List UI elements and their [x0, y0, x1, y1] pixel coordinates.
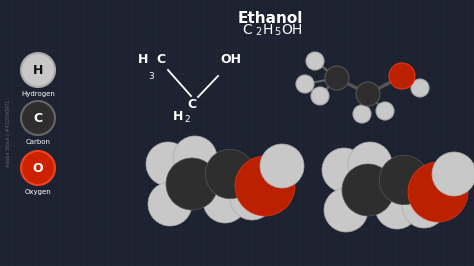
Circle shape: [402, 184, 446, 228]
Circle shape: [260, 144, 304, 188]
Circle shape: [148, 182, 192, 226]
Circle shape: [353, 105, 371, 123]
Text: 5: 5: [274, 27, 280, 37]
Circle shape: [306, 52, 324, 70]
Text: Carbon: Carbon: [26, 139, 51, 145]
Circle shape: [311, 87, 329, 105]
Text: C: C: [242, 23, 252, 37]
Circle shape: [379, 155, 428, 205]
Text: Ethanol: Ethanol: [237, 11, 303, 26]
Circle shape: [342, 164, 394, 216]
Circle shape: [203, 179, 247, 223]
Circle shape: [21, 53, 55, 87]
Circle shape: [389, 63, 415, 89]
Circle shape: [348, 142, 392, 186]
Text: 3: 3: [148, 72, 154, 81]
Text: H: H: [263, 23, 273, 37]
Text: Hydrogen: Hydrogen: [21, 91, 55, 97]
Text: Adobe Stock | #410590971: Adobe Stock | #410590971: [5, 99, 11, 167]
Circle shape: [411, 79, 429, 97]
Text: H: H: [137, 53, 148, 66]
Circle shape: [21, 151, 55, 185]
Circle shape: [230, 176, 274, 220]
Circle shape: [296, 75, 314, 93]
Circle shape: [21, 101, 55, 135]
Text: C: C: [156, 53, 165, 66]
Text: O: O: [33, 161, 43, 174]
Circle shape: [166, 158, 218, 210]
Circle shape: [325, 66, 349, 90]
Circle shape: [322, 148, 366, 192]
Text: 2: 2: [184, 115, 190, 124]
Circle shape: [375, 185, 419, 229]
Text: OH: OH: [281, 23, 302, 37]
Circle shape: [432, 152, 474, 196]
Text: C: C: [187, 98, 197, 111]
Circle shape: [205, 149, 255, 199]
Text: OH: OH: [220, 53, 241, 66]
Circle shape: [324, 188, 368, 232]
Circle shape: [376, 102, 394, 120]
Circle shape: [235, 156, 295, 216]
Text: C: C: [34, 111, 43, 124]
Circle shape: [173, 136, 217, 180]
Text: 2: 2: [255, 27, 261, 37]
Text: H: H: [33, 64, 43, 77]
Circle shape: [408, 162, 468, 222]
Circle shape: [146, 142, 190, 186]
Circle shape: [356, 82, 380, 106]
Text: H: H: [173, 110, 183, 123]
Text: Oxygen: Oxygen: [25, 189, 51, 195]
